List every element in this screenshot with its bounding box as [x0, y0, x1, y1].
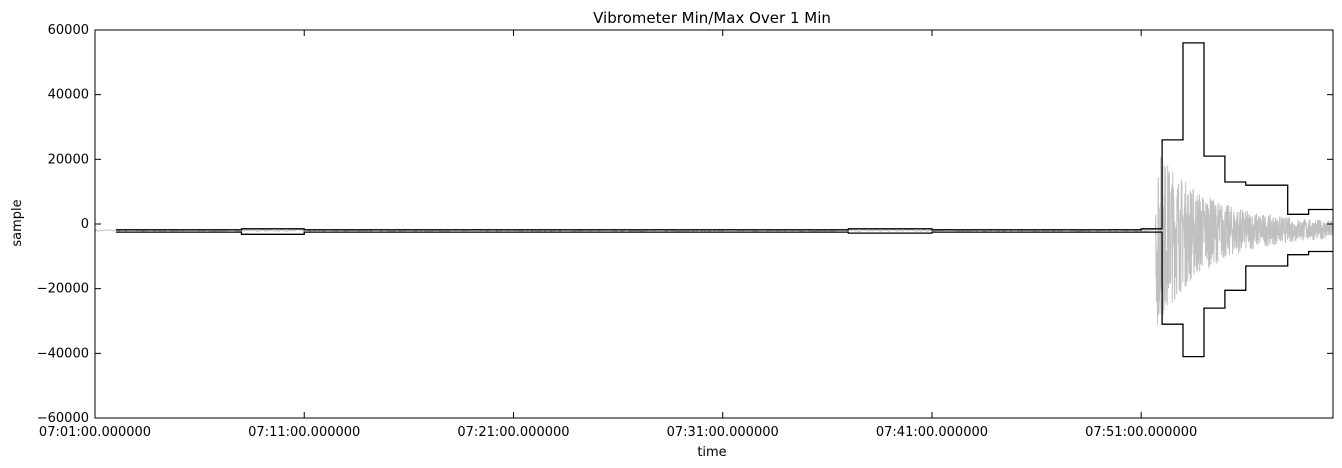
series-min-line — [115, 231, 1333, 358]
series-raw-trace — [94, 156, 1334, 325]
y-axis-label: sample — [10, 199, 25, 246]
x-tick-label: 07:21:00.000000 — [457, 425, 569, 440]
y-tick-label: −60000 — [37, 411, 89, 426]
y-tick-label: −20000 — [37, 282, 89, 297]
plot-area — [94, 42, 1334, 358]
x-axis-label: time — [697, 445, 726, 460]
plot-frame — [94, 29, 1334, 419]
y-tick-label: 0 — [81, 217, 89, 232]
x-tick-label: 07:51:00.000000 — [1085, 425, 1197, 440]
y-tick-label: 60000 — [48, 23, 89, 38]
chart-title: Vibrometer Min/Max Over 1 Min — [593, 9, 831, 27]
y-tick-label: −40000 — [37, 346, 89, 361]
series-max-line — [115, 42, 1333, 231]
x-tick-label: 07:41:00.000000 — [876, 425, 988, 440]
x-tick-label: 07:31:00.000000 — [667, 425, 779, 440]
y-tick-label: 20000 — [48, 152, 89, 167]
x-tick-label: 07:11:00.000000 — [248, 425, 360, 440]
x-tick-label: 07:01:00.000000 — [39, 425, 151, 440]
y-tick-label: 40000 — [48, 88, 89, 103]
axes: −60000 −40000 −20000 0 20000 40000 60000 07:01:… — [37, 23, 1333, 440]
